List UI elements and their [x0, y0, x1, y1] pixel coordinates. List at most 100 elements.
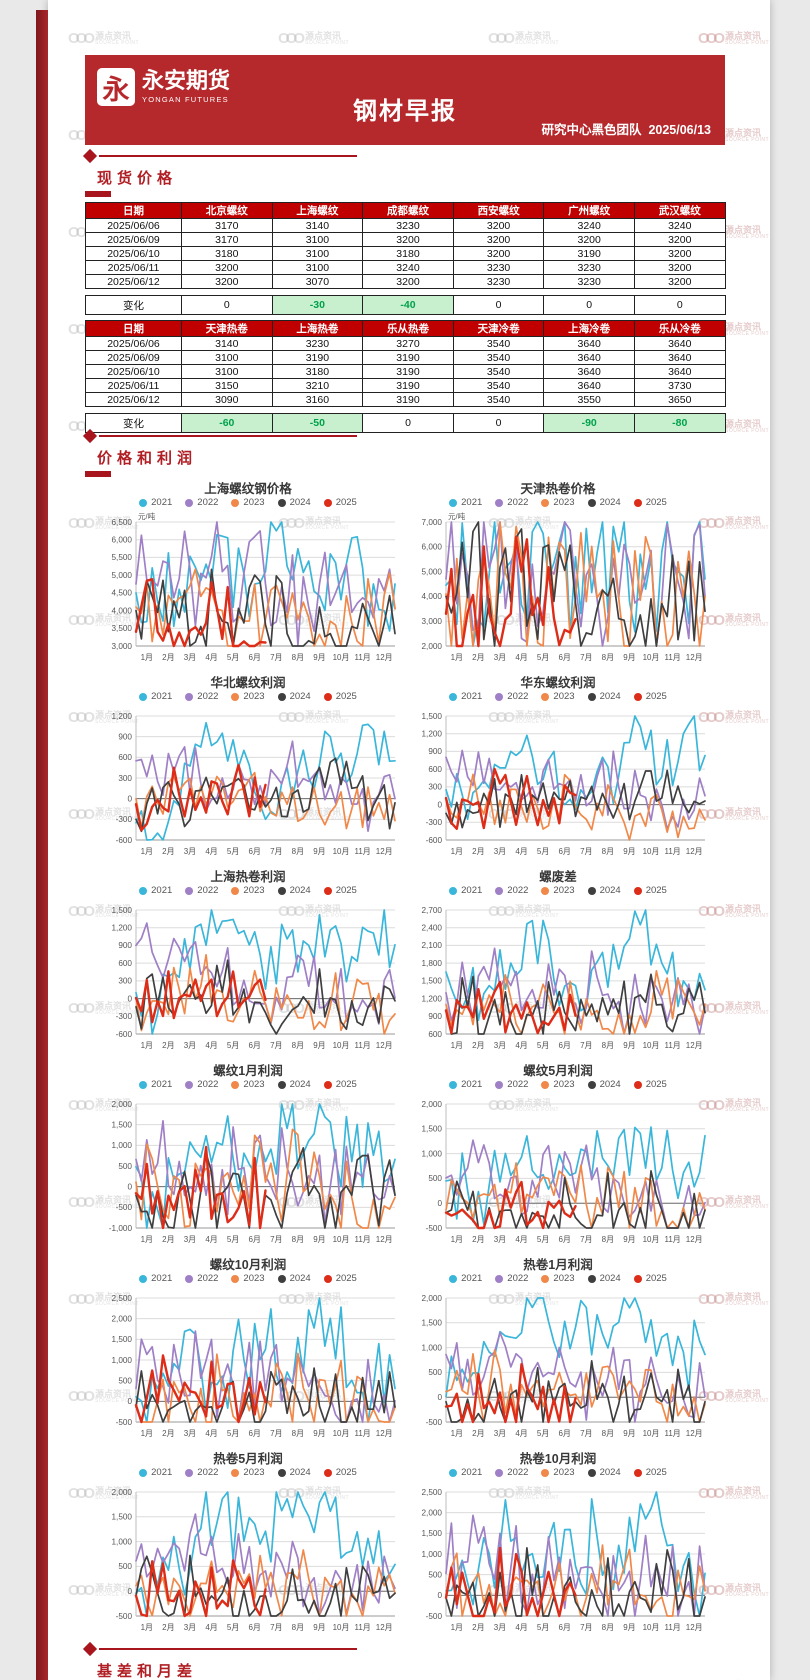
legend-item: 2022	[185, 497, 218, 508]
legend-item: 2021	[139, 691, 172, 702]
legend-dot-icon	[277, 692, 286, 701]
chart-canvas: 600 900 1,200 1,500 1,800 2,100 2,400 2,700 1月 2月…	[422, 906, 706, 1050]
series-line-2023	[135, 1128, 396, 1229]
chart-canvas: -1,000 -500 0 500 1,000 1,500 2,000 1月 2月 3月 4月 5月 6…	[109, 1100, 396, 1244]
spacer-cell	[362, 288, 454, 296]
series-line-2024	[445, 1170, 706, 1229]
price-cell: 3070	[271, 274, 364, 289]
price-cell: 3200	[452, 232, 545, 247]
price-cell: 3540	[452, 392, 545, 407]
y-tick-label: 1,500	[422, 1529, 443, 1538]
date-cell: 2025/06/11	[85, 260, 182, 275]
x-tick-label: 2月	[162, 1235, 174, 1244]
price-cell: 3540	[452, 350, 545, 365]
x-tick-label: 11月	[354, 847, 370, 856]
series-line-2025	[134, 763, 267, 832]
legend-dot-icon	[277, 498, 286, 507]
y-tick-label: 0	[437, 1393, 442, 1402]
x-tick-label: 4月	[515, 1041, 527, 1050]
x-tick-label: 1月	[451, 1235, 463, 1244]
x-tick-label: 5月	[537, 1429, 549, 1438]
column-header: 乐从冷卷	[633, 320, 726, 337]
legend-label: 2021	[461, 497, 483, 508]
x-tick-label: 6月	[558, 1429, 570, 1438]
diamond-icon	[82, 428, 98, 444]
x-tick-label: 12月	[686, 1623, 703, 1632]
chart-title: 华东螺纹利润	[520, 676, 596, 690]
date-cell: 2025/06/06	[85, 336, 182, 351]
x-tick-label: 1月	[141, 1041, 153, 1050]
chart-热卷10月利润: 热卷10月利润 2021 2022 2023 2024 2025 -500 0 500 1,000…	[408, 1448, 708, 1641]
x-tick-label: 11月	[664, 1235, 680, 1244]
price-cell: 3200	[181, 274, 273, 289]
spacer-cell	[453, 406, 544, 414]
rebar-spot-price-table: 日期 北京螺纹 上海螺纹 成都螺纹 西安螺纹 广州螺纹 武汉螺纹 2025/06/06 3170…	[85, 202, 726, 315]
legend-dot-icon	[495, 1274, 504, 1283]
x-tick-label: 6月	[558, 1623, 570, 1632]
legend-dot-icon	[139, 1274, 148, 1283]
price-cell: 3190	[362, 350, 454, 365]
y-tick-label: -300	[116, 815, 133, 824]
y-tick-label: -300	[426, 818, 443, 827]
price-cell: 3640	[633, 336, 726, 351]
price-cell: 3230	[543, 274, 635, 289]
x-tick-label: 3月	[494, 1623, 506, 1632]
x-tick-label: 10月	[333, 1623, 350, 1632]
spacer-cell	[543, 288, 635, 296]
section-dash	[85, 471, 111, 477]
legend-dot-icon	[633, 1468, 642, 1477]
change-value-cell: 0	[633, 295, 726, 315]
legend-label: 2022	[507, 1273, 529, 1284]
price-cell: 3270	[362, 336, 454, 351]
x-tick-label: 2月	[472, 653, 484, 662]
price-cell: 3180	[362, 246, 454, 261]
chart-legend: 2021 2022 2023 2024 2025	[408, 1465, 708, 1480]
legend-label: 2023	[553, 1079, 575, 1090]
x-tick-label: 10月	[643, 1623, 660, 1632]
x-tick-label: 10月	[643, 1235, 660, 1244]
price-cell: 3200	[362, 232, 454, 247]
legend-label: 2021	[151, 885, 173, 896]
column-header: 西安螺纹	[452, 202, 545, 219]
x-tick-label: 7月	[580, 1235, 592, 1244]
column-header: 日期	[85, 202, 182, 219]
price-cell: 3190	[543, 246, 635, 261]
legend-item: 2023	[541, 691, 575, 702]
x-tick-label: 1月	[141, 847, 153, 856]
legend-item: 2024	[277, 1273, 311, 1284]
legend-dot-icon	[277, 886, 286, 895]
x-tick-label: 1月	[141, 1235, 153, 1244]
y-tick-label: 2,700	[422, 906, 443, 915]
column-header: 日期	[85, 320, 182, 337]
legend-dot-icon	[231, 692, 240, 701]
company-name: 永安期货	[142, 68, 231, 93]
table-row: 2025/06/09 3100 3190 3190 3540 3640 3640	[85, 350, 726, 365]
chart-canvas: 元/吨 3,000 3,500 4,000 4,500 5,000 5,500 6,000 6,…	[112, 511, 396, 662]
x-tick-label: 8月	[292, 653, 304, 662]
x-tick-label: 11月	[664, 1429, 680, 1438]
x-tick-label: 6月	[248, 1041, 260, 1050]
chart-上海螺纹钢价格: 上海螺纹钢价格 2021 2022 2023 2024 2025 元/吨 3,000 3,500…	[98, 478, 398, 671]
price-cell: 3240	[362, 260, 454, 275]
column-header: 天津热卷	[181, 320, 273, 337]
spacer-cell	[181, 288, 273, 296]
series-line-2025	[134, 970, 267, 1024]
chart-legend: 2021 2022 2023 2024 2025	[98, 495, 398, 510]
chart-title: 螺纹1月利润	[213, 1064, 283, 1078]
x-tick-label: 10月	[643, 847, 660, 856]
legend-dot-icon	[541, 886, 550, 895]
x-tick-label: 10月	[643, 653, 660, 662]
coil-spot-price-table: 日期 天津热卷 上海热卷 乐从热卷 天津冷卷 上海冷卷 乐从冷卷 2025/06/06 3140…	[85, 320, 726, 433]
series-line-2025	[444, 1363, 577, 1424]
series-line-2023	[445, 773, 706, 841]
column-header: 上海冷卷	[543, 320, 635, 337]
y-tick-label: 3,000	[422, 617, 443, 626]
series-line-2021	[135, 909, 396, 1035]
price-cell: 3100	[181, 364, 273, 379]
price-cell: 3100	[181, 350, 273, 365]
legend-label: 2021	[151, 497, 173, 508]
x-tick-label: 7月	[580, 653, 592, 662]
